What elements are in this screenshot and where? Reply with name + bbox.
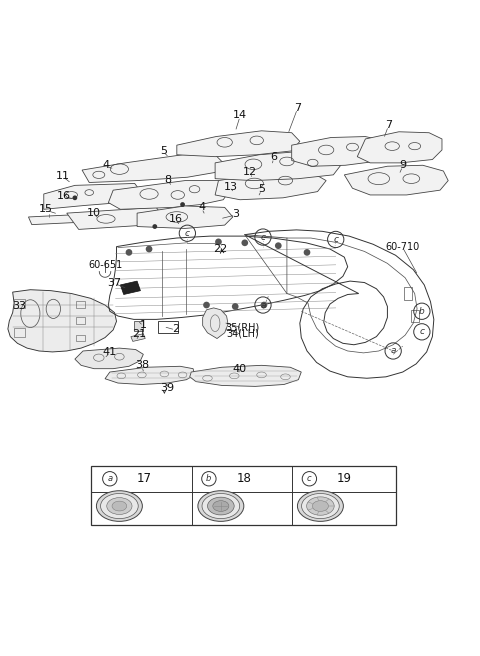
Polygon shape [8,290,117,352]
Text: 13: 13 [223,182,238,192]
Text: 4: 4 [198,203,205,213]
Circle shape [203,302,210,308]
Polygon shape [108,180,230,209]
Text: 16: 16 [57,192,71,201]
Polygon shape [357,132,442,163]
Ellipse shape [100,493,138,519]
Circle shape [304,249,311,256]
Text: c: c [333,235,338,244]
Text: 22: 22 [213,244,227,254]
Polygon shape [44,184,142,209]
Text: 37: 37 [108,277,121,287]
Text: 14: 14 [233,110,247,120]
Text: 9: 9 [399,160,406,171]
Circle shape [261,302,267,308]
Bar [91,466,396,525]
Polygon shape [75,348,144,369]
Text: c: c [307,474,312,483]
Bar [411,310,419,322]
Text: 40: 40 [232,363,246,374]
Ellipse shape [112,501,127,511]
Text: a: a [107,474,112,483]
Text: 1: 1 [140,320,147,330]
Text: 12: 12 [242,167,257,178]
Text: 19: 19 [337,472,352,485]
Text: 41: 41 [103,347,117,357]
Ellipse shape [207,497,234,515]
Text: 7: 7 [294,103,301,113]
Ellipse shape [107,498,132,514]
Ellipse shape [202,493,240,519]
Polygon shape [292,136,392,166]
Circle shape [232,303,239,310]
Text: a: a [390,346,396,356]
Text: 60-710: 60-710 [385,241,420,252]
Text: 11: 11 [56,171,70,181]
Text: 10: 10 [87,208,101,218]
Text: 39: 39 [160,383,174,394]
Text: 33: 33 [12,302,26,312]
Bar [404,287,412,300]
Ellipse shape [312,501,328,512]
Polygon shape [177,131,300,157]
Polygon shape [120,281,141,295]
Text: 21: 21 [132,329,146,338]
Bar [76,301,85,308]
Text: 2: 2 [172,324,179,334]
Bar [14,328,24,337]
Circle shape [180,202,185,207]
Polygon shape [203,308,228,338]
Ellipse shape [198,491,244,522]
Polygon shape [82,155,223,182]
Text: 5: 5 [258,184,265,194]
Text: 6: 6 [270,152,277,161]
Text: 18: 18 [236,472,251,485]
Polygon shape [344,165,448,195]
Circle shape [146,246,153,253]
Text: 38: 38 [135,360,149,371]
Bar [157,321,178,333]
Text: 34(LH): 34(LH) [226,329,259,338]
Text: c: c [185,229,190,237]
Text: 8: 8 [165,174,172,184]
Bar [14,299,24,308]
Text: b: b [206,474,212,483]
Circle shape [241,239,248,246]
Polygon shape [105,366,194,384]
Circle shape [215,239,222,245]
Ellipse shape [96,491,143,522]
Text: 4: 4 [102,160,109,171]
Bar [134,321,144,331]
Text: 17: 17 [137,472,152,485]
Circle shape [72,195,77,200]
Polygon shape [67,207,168,230]
Bar [76,335,85,341]
Ellipse shape [298,491,343,522]
Ellipse shape [307,497,334,515]
Text: 60-651: 60-651 [88,260,122,270]
Text: c: c [261,233,265,241]
Text: 5: 5 [160,146,167,156]
Polygon shape [28,212,131,224]
Circle shape [126,249,132,256]
Polygon shape [215,173,326,199]
Polygon shape [137,206,233,228]
Text: 16: 16 [168,214,182,224]
Bar [76,318,85,324]
Text: 15: 15 [39,204,53,215]
Ellipse shape [213,501,229,512]
Circle shape [275,242,282,249]
Polygon shape [190,365,301,386]
Text: a: a [260,300,266,310]
Text: c: c [420,327,424,337]
Text: 7: 7 [385,119,392,130]
Polygon shape [131,334,145,341]
Text: b: b [419,307,425,316]
Text: 35(RH): 35(RH) [225,322,260,332]
Text: 3: 3 [232,209,239,219]
Circle shape [153,224,157,229]
Polygon shape [215,151,341,180]
Ellipse shape [301,493,339,519]
